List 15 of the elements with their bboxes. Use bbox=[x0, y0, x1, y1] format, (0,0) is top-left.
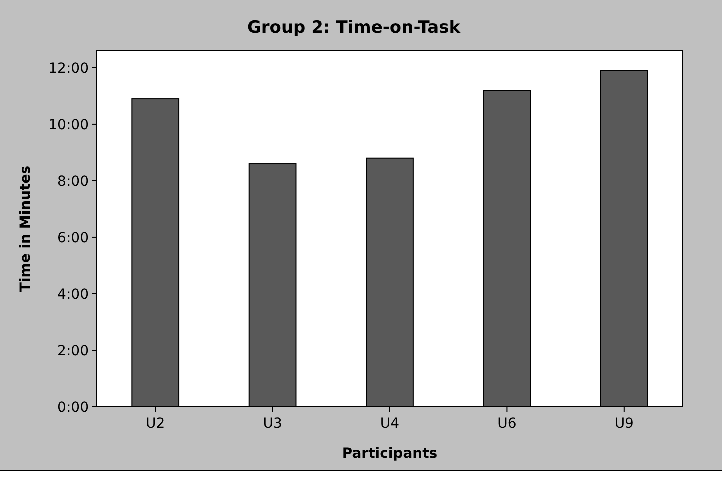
y-tick-label: 10:00 bbox=[48, 117, 89, 134]
x-axis-title: Participants bbox=[342, 446, 438, 462]
y-tick-label: 6:00 bbox=[58, 230, 89, 246]
x-tick-label: U4 bbox=[380, 416, 400, 432]
y-tick-label: 2:00 bbox=[58, 343, 89, 360]
x-tick-label: U6 bbox=[498, 416, 517, 432]
x-tick-label: U2 bbox=[146, 416, 166, 432]
y-tick-label: 4:00 bbox=[58, 286, 89, 303]
y-tick-label: 12:00 bbox=[48, 60, 89, 77]
chart-title: Group 2: Time-on-Task bbox=[247, 18, 462, 38]
x-tick-label: U3 bbox=[263, 416, 282, 432]
x-tick-label: U9 bbox=[614, 416, 634, 432]
y-tick-label: 0:00 bbox=[58, 400, 89, 416]
y-tick-label: 8:00 bbox=[58, 174, 89, 190]
y-axis-title: Time in Minutes bbox=[18, 166, 34, 292]
